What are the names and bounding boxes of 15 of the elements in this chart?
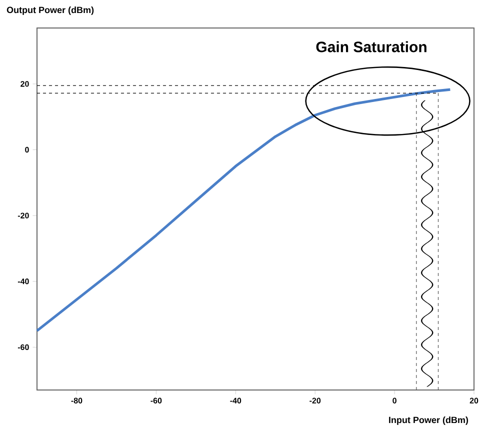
x-tick-label: -20	[310, 398, 321, 404]
x-axis-title: Input Power (dBm)	[389, 416, 468, 425]
x-tick-label: -60	[150, 398, 162, 404]
y-tick-label: 20	[20, 81, 29, 87]
x-tick-label: -40	[230, 398, 242, 404]
line-series	[36, 88, 452, 332]
y-tick-label: 0	[25, 146, 29, 153]
y-tick-label: -60	[18, 344, 29, 350]
annotation: Gain Saturation	[316, 41, 426, 52]
y-axis-title: Output Power (dBm)	[6, 6, 94, 15]
x-tick-label: 20	[470, 398, 478, 404]
y-tick-label: -40	[18, 278, 29, 284]
x-tick-label: -80	[71, 398, 82, 404]
y-tick-label: -20	[18, 212, 29, 218]
x-tick-label: 0	[392, 398, 396, 404]
